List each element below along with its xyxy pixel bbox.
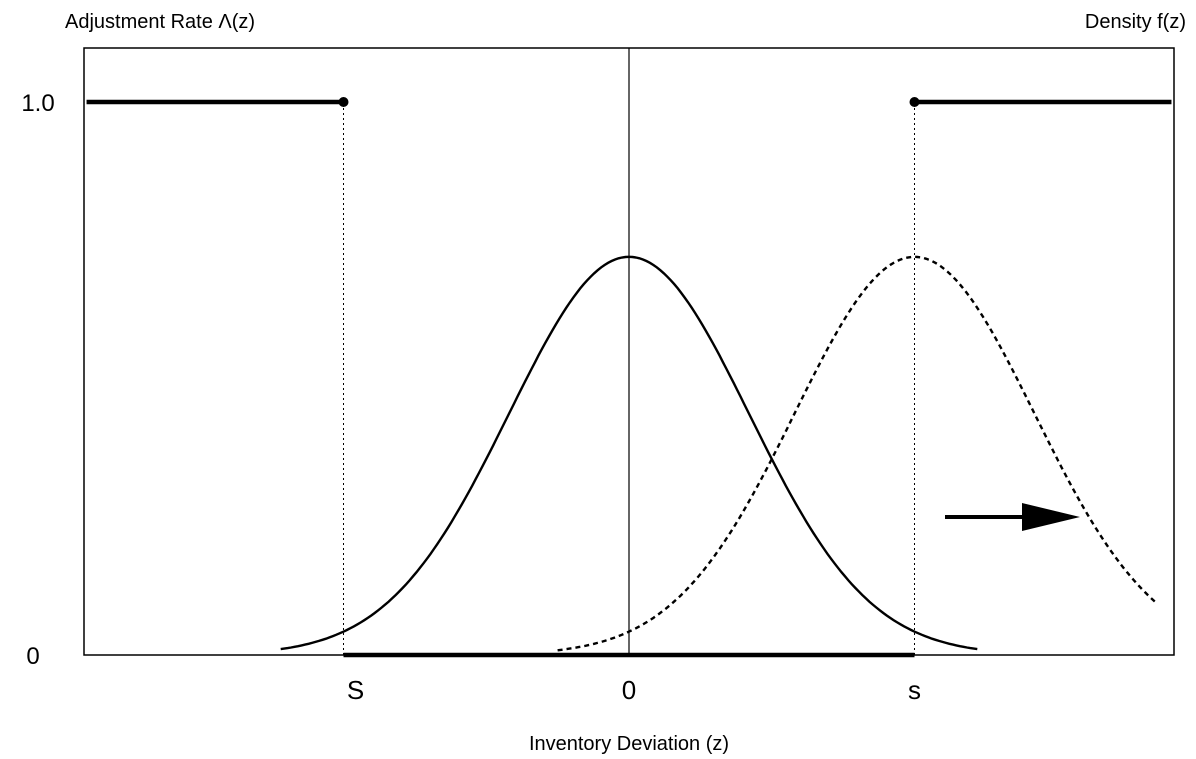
right-axis-label: Density f(z) bbox=[1085, 11, 1186, 33]
y-tick-label-0: 0 bbox=[26, 643, 39, 670]
adjustment-rate-point-1 bbox=[909, 97, 920, 107]
density-curve-base bbox=[280, 255, 978, 651]
x-tick-label-1: 0 bbox=[622, 675, 636, 705]
x-tick-label-2: s bbox=[908, 675, 921, 705]
shift-arrow-head bbox=[1022, 503, 1080, 531]
adjustment-rate-point-0 bbox=[338, 97, 349, 107]
x-axis-label: Inventory Deviation (z) bbox=[529, 733, 729, 755]
x-tick-label-0: S bbox=[347, 675, 364, 705]
density-curve-shifted bbox=[557, 255, 1158, 652]
left-axis-label: Adjustment Rate Λ(z) bbox=[65, 11, 255, 33]
y-tick-label-1: 1.0 bbox=[21, 90, 54, 117]
